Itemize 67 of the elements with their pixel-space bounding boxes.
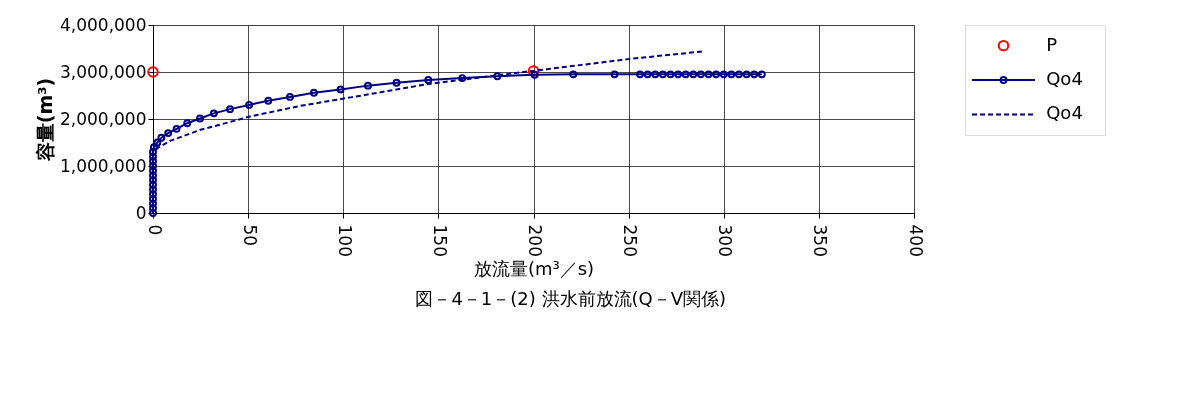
x-tick-label: 0: [144, 224, 165, 236]
point: [392, 78, 401, 87]
point: [424, 76, 433, 84]
point: [364, 81, 372, 90]
legend-label: Qo4: [1046, 102, 1083, 124]
point: [643, 70, 652, 79]
point: [530, 70, 539, 79]
point: [712, 70, 721, 79]
x-tick-label: 300: [715, 224, 736, 257]
point: [164, 129, 173, 138]
point: [147, 66, 159, 78]
x-tick-label: 150: [429, 224, 450, 257]
point: [696, 70, 705, 79]
point: [336, 85, 345, 94]
point: [651, 70, 660, 79]
y-tick-label: 2,000,000: [59, 108, 147, 129]
point: [636, 70, 644, 79]
x-tick-label: 400: [905, 224, 926, 257]
point: [149, 199, 157, 208]
y-tick-label: 0: [135, 202, 147, 223]
x-tick-label: 200: [525, 224, 545, 257]
point: [183, 119, 192, 128]
point: [719, 70, 728, 79]
point: [149, 185, 157, 194]
point: [245, 100, 254, 109]
point: [149, 171, 157, 180]
text: 図－4－1－(2) 洪水前放流(Q－V関係): [415, 287, 727, 309]
point: [149, 147, 157, 156]
point: [153, 138, 162, 147]
x-tick-label: 350: [810, 224, 831, 257]
point: [209, 109, 218, 118]
point: [149, 152, 157, 161]
point: [735, 70, 743, 79]
legend-label: P: [1046, 33, 1058, 55]
point: [658, 70, 667, 79]
point: [610, 70, 619, 79]
x-tick-label: 250: [620, 224, 641, 257]
point: [286, 92, 294, 101]
point: [226, 105, 235, 114]
point: [458, 74, 467, 83]
y-tick-label: 3,000,000: [59, 61, 147, 82]
legend-label: Qo4: [1046, 68, 1083, 89]
point: [264, 96, 273, 105]
point: [689, 70, 698, 79]
x-tick-label: 50: [239, 224, 260, 247]
point: [157, 133, 166, 142]
point: [750, 70, 759, 79]
point: [681, 70, 690, 79]
point: [727, 70, 736, 79]
point: [149, 190, 157, 199]
point: [309, 88, 318, 97]
point: [666, 70, 675, 79]
point: [527, 65, 540, 77]
x-axis-title: 放流量(m³／s): [473, 257, 595, 279]
y-axis-title: 容量(m³): [33, 77, 56, 163]
point: [742, 70, 751, 79]
y-tick-label: 1,000,000: [59, 155, 147, 176]
x-tick-label: 100: [334, 224, 355, 257]
point: [569, 70, 578, 79]
point: [196, 114, 204, 123]
point: [172, 124, 181, 133]
point: [493, 72, 502, 81]
point: [674, 70, 683, 79]
point: [149, 143, 158, 152]
point: [149, 180, 157, 189]
y-tick-label: 4,000,000: [59, 14, 147, 35]
point: [704, 70, 713, 79]
